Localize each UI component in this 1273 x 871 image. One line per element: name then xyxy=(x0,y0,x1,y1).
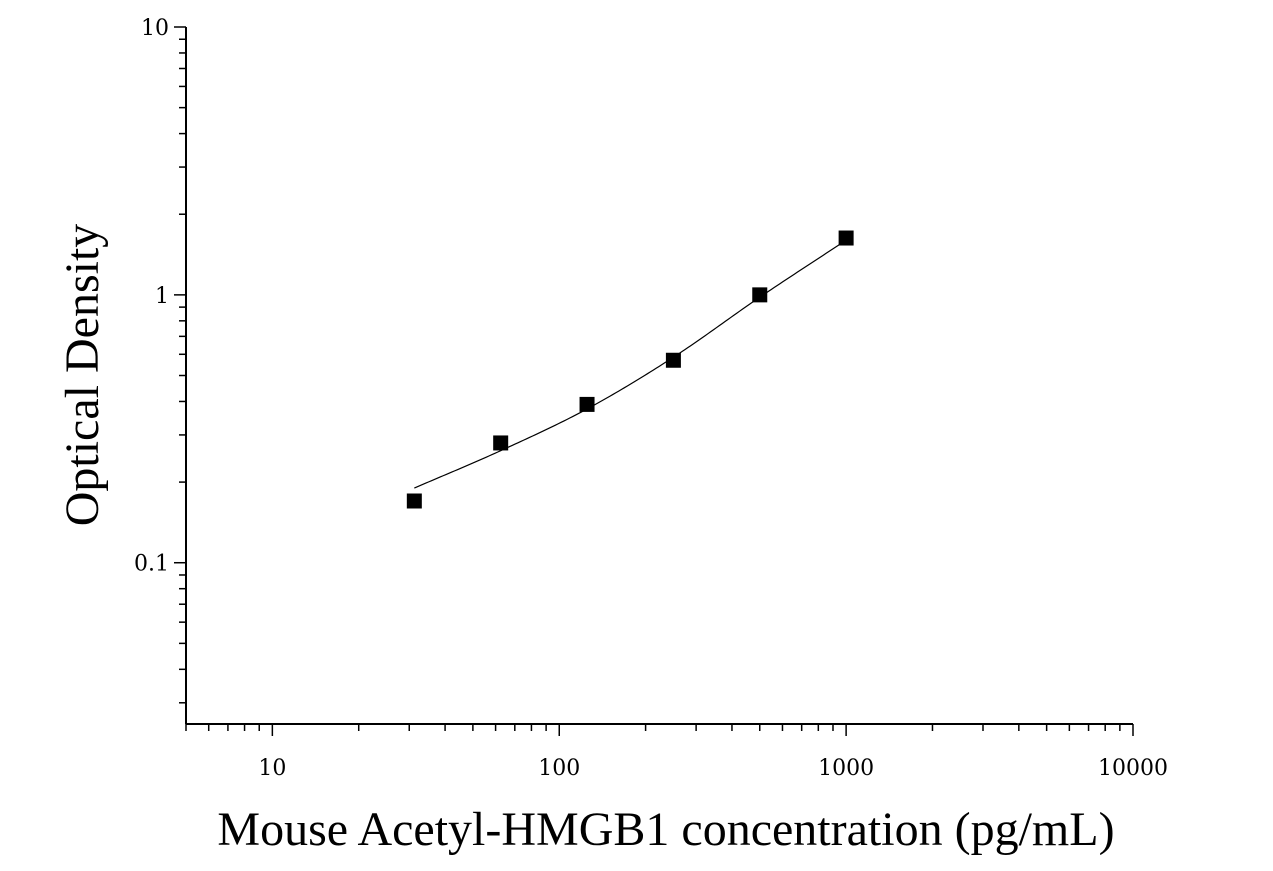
y-tick-label: 10 xyxy=(141,16,169,41)
x-ticks: 10 100 1000 10000 xyxy=(185,724,1168,781)
y-tick-label: 1 xyxy=(155,284,169,309)
data-point xyxy=(579,396,595,412)
data-point xyxy=(838,230,854,246)
x-axis-title: Mouse Acetyl-HMGB1 concentration (pg/mL) xyxy=(217,803,1114,856)
x-tick-label: 10 xyxy=(258,756,286,781)
axes xyxy=(185,27,1133,725)
x-tick-label: 100 xyxy=(538,756,580,781)
data-point xyxy=(665,352,681,368)
data-point xyxy=(493,435,509,451)
fit-curve xyxy=(414,239,847,489)
y-tick-label: 0.1 xyxy=(134,552,169,577)
data-points xyxy=(406,230,854,509)
y-axis-title: Optical Density xyxy=(56,224,109,527)
data-point xyxy=(752,287,768,303)
data-point xyxy=(406,493,422,509)
x-tick-label: 1000 xyxy=(818,756,874,781)
y-ticks: 0.1 1 10 xyxy=(134,16,186,704)
fit-curve-group xyxy=(414,239,847,489)
x-tick-label: 10000 xyxy=(1098,756,1168,781)
